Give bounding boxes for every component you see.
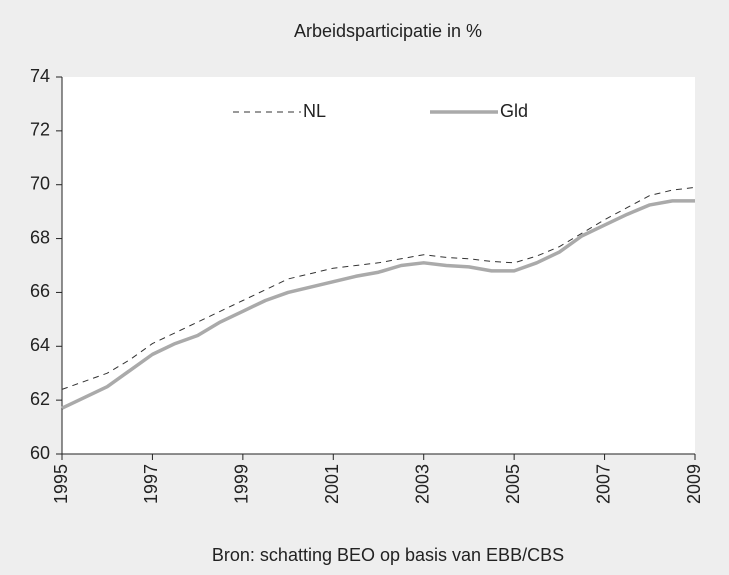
x-tick-label: 1995 <box>51 464 71 504</box>
plot-area <box>62 77 695 454</box>
caption: Bron: schatting BEO op basis van EBB/CBS <box>212 545 564 565</box>
y-tick-label: 64 <box>30 335 50 355</box>
chart-title: Arbeidsparticipatie in % <box>294 21 482 41</box>
y-tick-label: 60 <box>30 443 50 463</box>
y-tick-label: 72 <box>30 120 50 140</box>
x-tick-label: 2009 <box>684 464 704 504</box>
legend-label: NL <box>303 101 326 121</box>
y-tick-label: 62 <box>30 389 50 409</box>
x-tick-label: 2005 <box>503 464 523 504</box>
x-tick-label: 2003 <box>412 464 432 504</box>
line-series <box>61 199 695 410</box>
x-tick-label: 1999 <box>232 464 252 504</box>
y-tick-label: 74 <box>30 66 50 86</box>
y-tick-label: 68 <box>30 227 50 247</box>
x-tick-label: 2007 <box>593 464 613 504</box>
x-tick-label: 1997 <box>141 464 161 504</box>
x-tick-label: 2001 <box>322 464 342 504</box>
y-tick-label: 66 <box>30 281 50 301</box>
y-tick-label: 70 <box>30 173 50 193</box>
line-series <box>61 186 696 390</box>
legend-label: Gld <box>500 101 528 121</box>
